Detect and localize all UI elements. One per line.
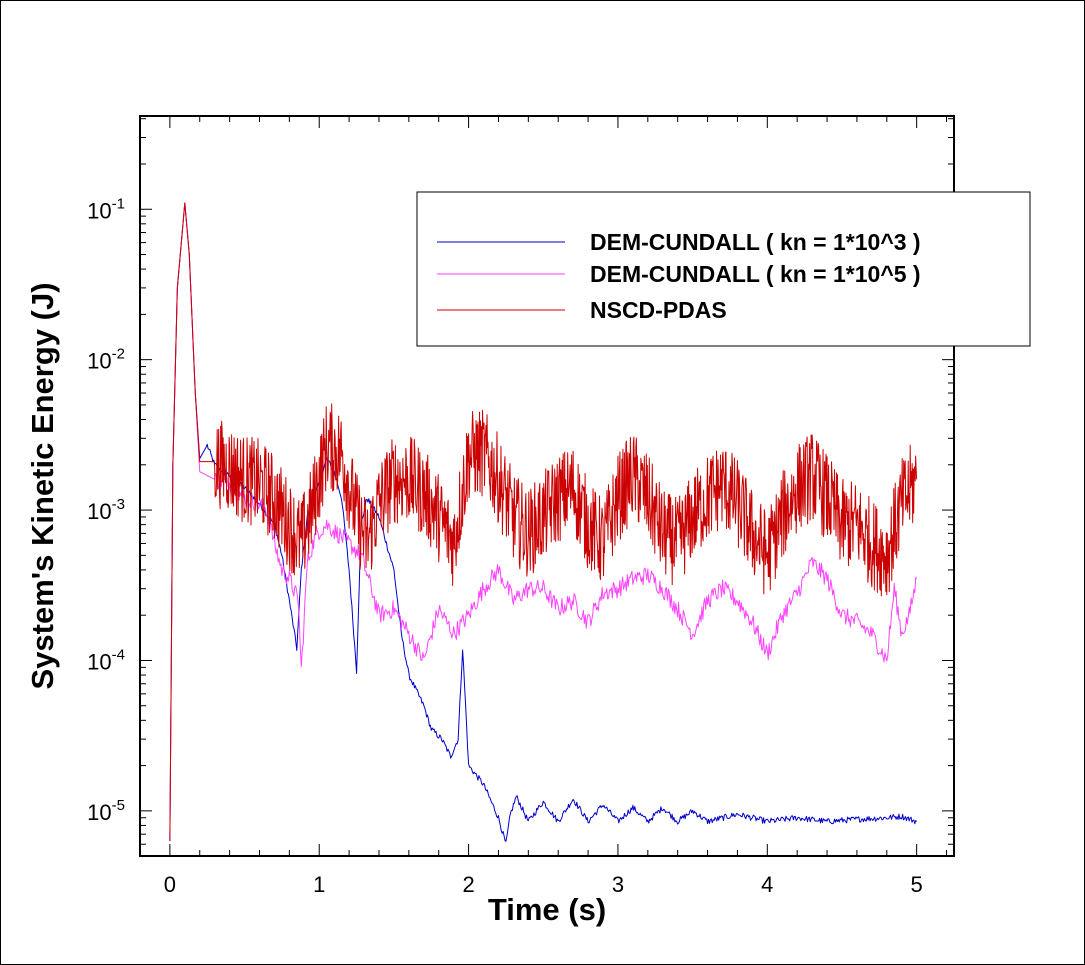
- y-tick-label: 10-4: [87, 646, 125, 674]
- y-axis-title: System's Kinetic Energy (J): [25, 282, 60, 689]
- series-line-2: [169, 202, 918, 842]
- y-tick-label: 10-3: [87, 496, 125, 524]
- x-tick-label: 2: [462, 872, 474, 897]
- legend: DEM-CUNDALL ( kn = 1*10^3 ) DEM-CUNDALL …: [416, 191, 1031, 347]
- legend-label-nscd-pdas: NSCD-PDAS: [590, 297, 727, 323]
- x-tick-label: 4: [761, 872, 773, 897]
- y-tick-label: 10-2: [87, 346, 125, 374]
- y-tick-label: 10-1: [87, 195, 125, 223]
- series-line-1: [169, 202, 918, 842]
- legend-box: [416, 191, 1031, 347]
- x-tick-label: 3: [612, 872, 624, 897]
- x-axis-title: Time (s): [488, 892, 606, 927]
- y-tick-label: 10-5: [87, 797, 125, 825]
- legend-label-dem-1e3: DEM-CUNDALL ( kn = 1*10^3 ): [590, 229, 921, 255]
- x-tick-label: 0: [164, 872, 176, 897]
- x-tick-label: 5: [911, 872, 923, 897]
- x-tick-label: 1: [313, 872, 325, 897]
- legend-label-dem-1e5: DEM-CUNDALL ( kn = 1*10^5 ): [590, 261, 921, 287]
- series-line-0: [169, 202, 917, 842]
